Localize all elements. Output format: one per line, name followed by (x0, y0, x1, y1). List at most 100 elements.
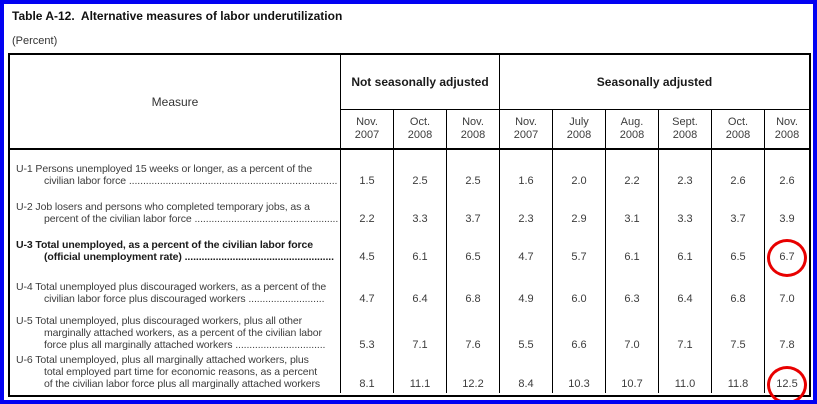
value-cell: 11.0 (658, 354, 711, 393)
cell-value: 11.8 (727, 378, 749, 390)
value-cell: 3.9 (764, 190, 809, 228)
value-cell: 3.3 (393, 190, 446, 228)
value-cell: 6.5 (711, 228, 764, 266)
column-year: 2008 (774, 129, 800, 141)
cell-value: 7.6 (465, 339, 481, 351)
page-title: Table A-12. Alternative measures of labo… (12, 9, 343, 23)
column-header-3: Nov. 2008 (446, 110, 499, 148)
value-cell: 4.7 (340, 266, 393, 308)
value-cell: 5.3 (340, 308, 393, 354)
cell-value: 2.9 (571, 213, 587, 225)
column-header-4: Nov. 2007 (499, 110, 552, 148)
cell-value: 7.1 (677, 339, 693, 351)
column-header-2: Oct. 2008 (393, 110, 446, 148)
table-body: U-1 Persons unemployed 15 weeks or longe… (10, 150, 809, 400)
column-month: Nov. (776, 116, 798, 128)
value-cell: 1.6 (499, 150, 552, 190)
column-month: Aug. (620, 116, 644, 128)
table-row-u-3: U-3 Total unemployed, as a percent of th… (10, 228, 809, 277)
value-cell: 6.4 (658, 266, 711, 308)
value-cell: 7.0 (605, 308, 658, 354)
column-month: Sept. (672, 116, 698, 128)
cell-value: 3.3 (412, 213, 428, 225)
measure-label-line: force plus all marginally attached worke… (44, 339, 326, 351)
measure-label-line: U-4 Total unemployed plus discouraged wo… (16, 281, 327, 293)
cell-value: 2.3 (518, 213, 534, 225)
value-cell: 5.7 (552, 228, 605, 266)
measures-table: Measure Not seasonally adjusted Seasonall… (8, 53, 811, 400)
measure-label-line: marginally attached workers, as a percen… (44, 327, 322, 339)
value-cell: 6.1 (393, 228, 446, 266)
cell-value: 5.3 (359, 339, 375, 351)
measure-label: U-1 Persons unemployed 15 weeks or longe… (10, 150, 340, 190)
value-cell: 6.8 (711, 266, 764, 308)
cell-value: 3.7 (465, 213, 481, 225)
value-cell: 8.1 (340, 354, 393, 393)
value-cell: 3.7 (711, 190, 764, 228)
value-cell: 1.5 (340, 150, 393, 190)
cell-value: 10.7 (621, 378, 643, 390)
column-month: Nov. (515, 116, 537, 128)
value-cell: 6.8 (446, 266, 499, 308)
column-group-sa: Seasonally adjusted (499, 55, 809, 110)
cell-value: 6.6 (571, 339, 587, 351)
column-header-1: Nov. 2007 (340, 110, 393, 148)
value-cell: 7.6 (446, 308, 499, 354)
column-month: Oct. (409, 116, 431, 128)
column-header-5: July 2008 (552, 110, 605, 148)
cell-value: 4.7 (518, 251, 534, 263)
value-cell: 11.8 (711, 354, 764, 393)
table-row-u-6: U-6 Total unemployed, plus all marginall… (10, 354, 809, 400)
value-cell: 5.5 (499, 308, 552, 354)
value-cell: 7.5 (711, 308, 764, 354)
column-year: 2008 (566, 129, 592, 141)
value-cell: 2.5 (446, 150, 499, 190)
cell-value: 6.1 (677, 251, 693, 263)
value-cell: 2.2 (340, 190, 393, 228)
value-cell: 6.4 (393, 266, 446, 308)
cell-value: 6.0 (571, 293, 587, 305)
cell-value: 3.7 (730, 213, 746, 225)
column-month: Nov. (462, 116, 484, 128)
value-cell: 6.1 (605, 228, 658, 266)
cell-value: 4.9 (518, 293, 534, 305)
measure-label: U-5 Total unemployed, plus discouraged w… (10, 308, 340, 354)
page-subtitle: (Percent) (12, 35, 58, 47)
value-cell: 2.9 (552, 190, 605, 228)
cell-value: 12.5 (776, 378, 798, 390)
cell-value: 6.1 (624, 251, 640, 263)
cell-value: 4.5 (359, 251, 375, 263)
value-cell: 12.2 (446, 354, 499, 393)
cell-value: 2.6 (779, 175, 795, 187)
value-cell: 3.3 (658, 190, 711, 228)
cell-value: 2.6 (730, 175, 746, 187)
value-cell: 10.3 (552, 354, 605, 393)
column-month: Oct. (727, 116, 749, 128)
column-year: 2007 (354, 129, 380, 141)
table-row-u-1: U-1 Persons unemployed 15 weeks or longe… (10, 150, 809, 190)
column-year: 2008 (725, 129, 751, 141)
value-cell: 2.6 (764, 150, 809, 190)
value-cell: 4.7 (499, 228, 552, 266)
cell-value: 6.8 (465, 293, 481, 305)
cell-value: 7.0 (779, 293, 795, 305)
column-year: 2008 (460, 129, 486, 141)
cell-value: 7.5 (730, 339, 746, 351)
value-cell: 12.5 (764, 354, 809, 400)
measure-label-line: U-6 Total unemployed, plus all marginall… (16, 354, 309, 366)
table-row-u-5: U-5 Total unemployed, plus discouraged w… (10, 308, 809, 354)
measure-header-cell: Measure (151, 94, 199, 109)
value-cell: 6.3 (605, 266, 658, 308)
cell-value: 5.5 (518, 339, 534, 351)
cell-value: 12.2 (462, 378, 484, 390)
column-group-row: Not seasonally adjusted Seasonally adjust… (340, 55, 809, 110)
measure-label: U-6 Total unemployed, plus all marginall… (10, 354, 340, 393)
column-header-9: Nov. 2008 (764, 110, 809, 148)
value-cell: 6.5 (446, 228, 499, 266)
cell-value: 6.4 (677, 293, 693, 305)
measure-label-line: U-1 Persons unemployed 15 weeks or longe… (16, 163, 313, 175)
cell-value: 1.6 (518, 175, 534, 187)
value-cell: 6.0 (552, 266, 605, 308)
columns-header-area: Not seasonally adjusted Seasonally adjust… (340, 55, 809, 148)
cell-value: 7.0 (624, 339, 640, 351)
